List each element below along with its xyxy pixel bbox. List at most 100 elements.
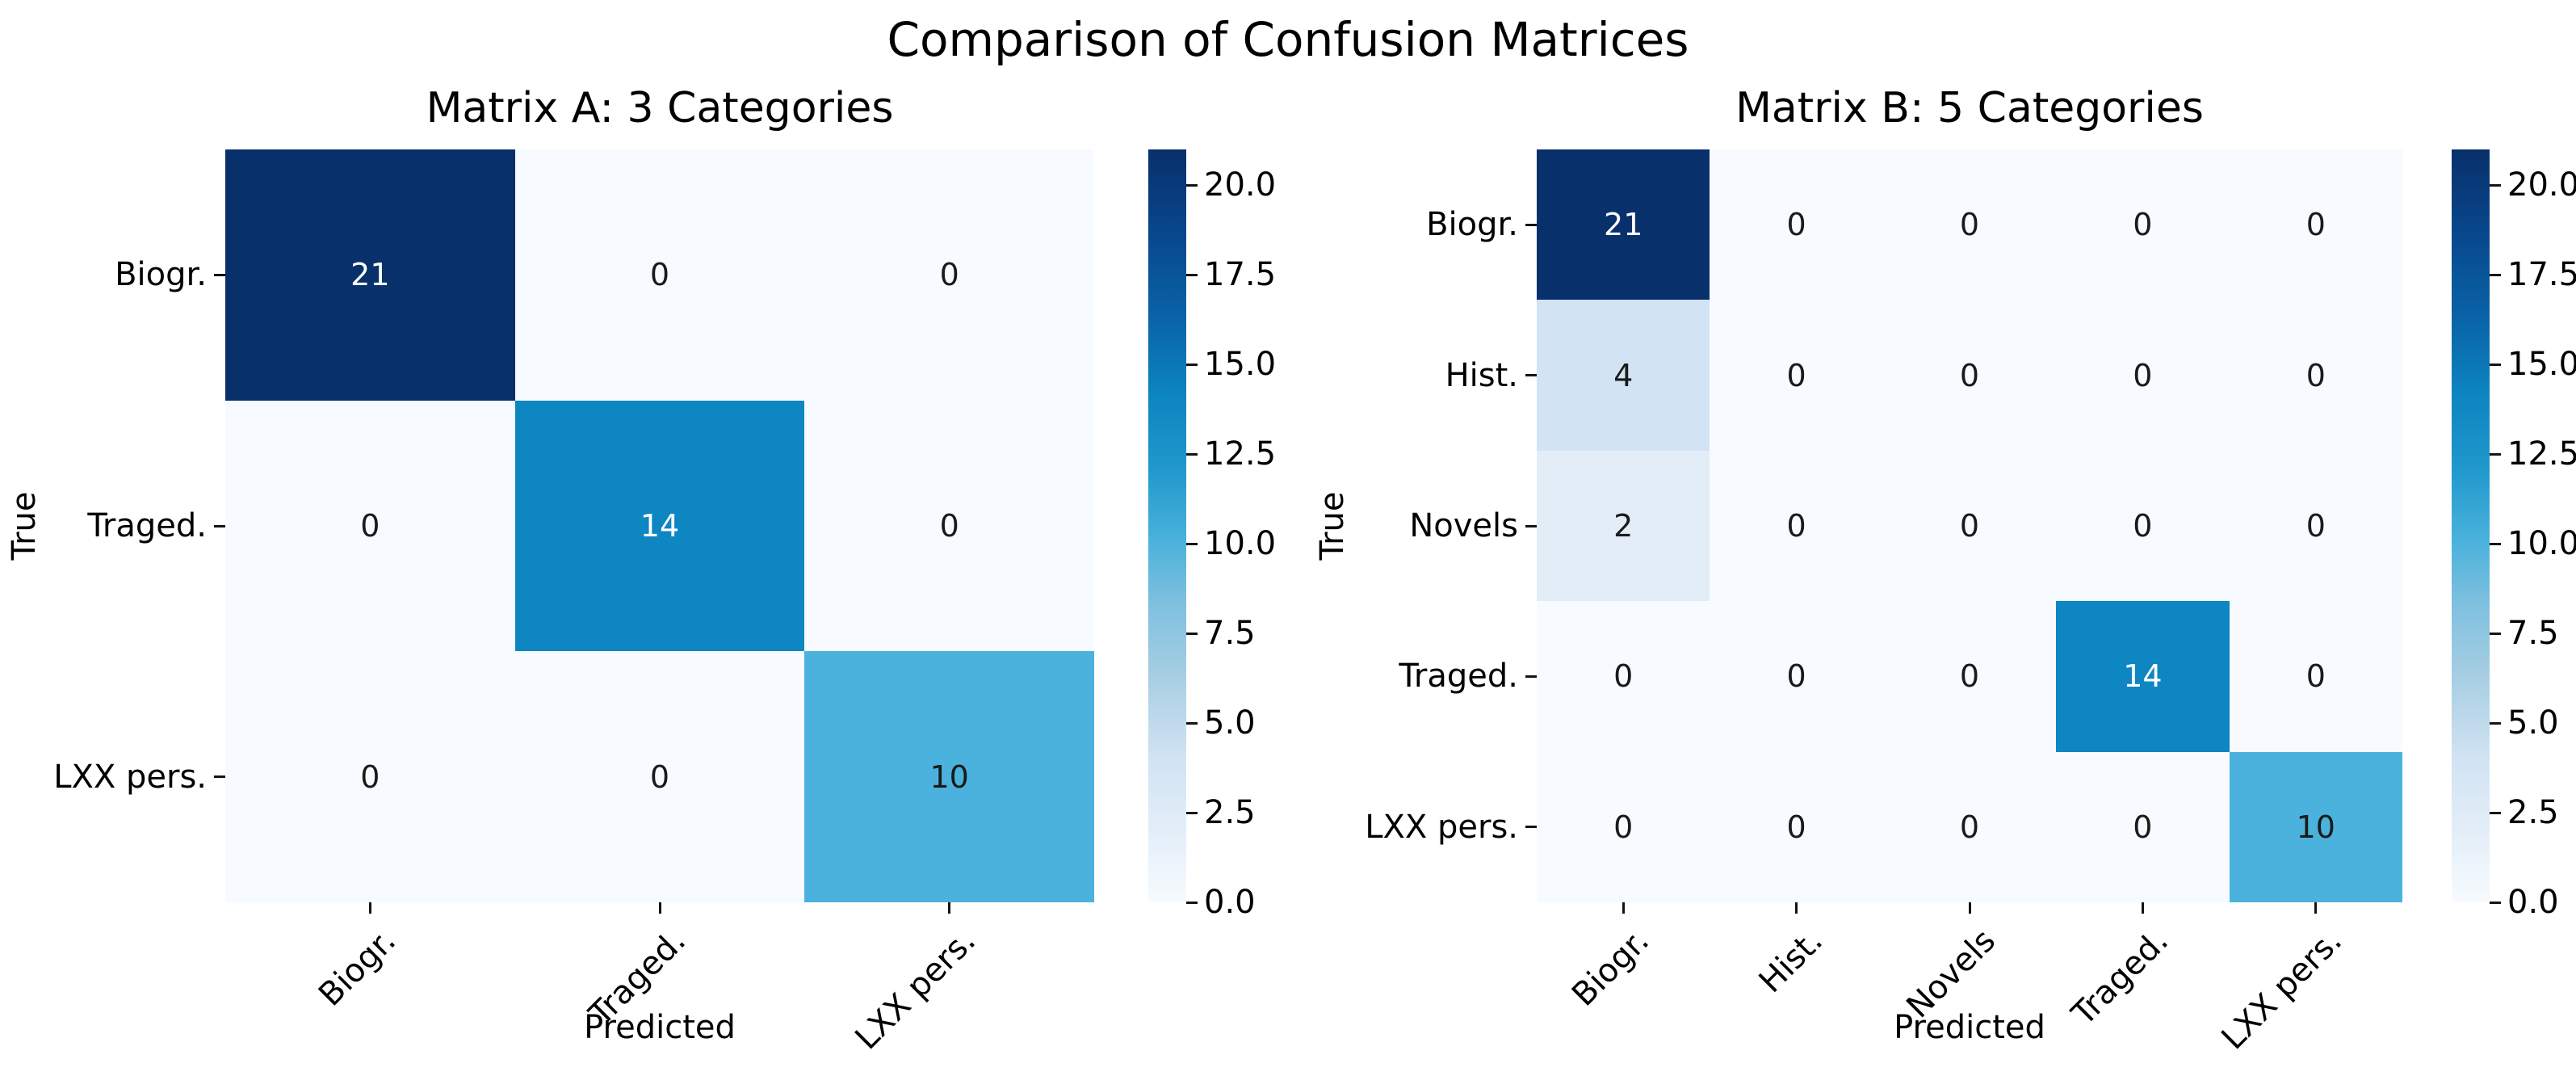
cell-value: 0 [2305,357,2326,393]
cell-value: 0 [1786,357,1806,393]
row-label: Hist. [1445,356,1518,394]
colorbar-tick [2490,901,2501,904]
cell-r2-c2: 10 [804,651,1094,902]
cell-value: 0 [1786,658,1806,695]
colorbar-tick-label: 20.0 [2507,166,2576,204]
cell-value: 0 [2305,658,2326,695]
y-axis-label: True [6,491,43,561]
row-label: Biogr. [115,256,207,294]
row-label: LXX pers. [1365,808,1518,846]
colorbar-tick-label: 15.0 [1204,346,1277,384]
cell-r0-c0: 21 [225,149,515,401]
cell-r2-c0: 0 [225,651,515,902]
x-axis-label: Predicted [584,1009,736,1046]
colorbar-tick [1186,721,1198,725]
colorbar-tick [1186,183,1198,187]
colorbar-tick [1186,452,1198,456]
col-label: Biogr. [1565,922,1657,1014]
x-tick [1968,902,1971,914]
y-tick [1525,675,1537,678]
colorbar-tick-label: 15.0 [2507,346,2576,384]
y-tick [1525,826,1537,829]
cell-value: 0 [1959,658,1980,695]
y-axis-label: True [1314,491,1351,561]
cell-r1-c2: 0 [804,400,1094,652]
colorbar-tick-label: 10.0 [1204,525,1277,563]
row-label: Biogr. [1426,206,1518,244]
colorbar [2452,149,2490,902]
colorbar-tick [2490,273,2501,276]
colorbar-tick-label: 2.5 [2507,794,2559,832]
cell-r4-c3: 0 [2056,751,2230,902]
cell-r4-c0: 0 [1537,751,1710,902]
cell-r4-c1: 0 [1710,751,1883,902]
cell-r0-c1: 0 [1710,149,1883,301]
cell-r1-c4: 0 [2229,300,2402,451]
colorbar-tick [1186,632,1198,635]
cell-r3-c1: 0 [1710,601,1883,752]
y-tick [1525,374,1537,377]
cell-value: 0 [2133,207,2153,243]
cell-value: 21 [350,257,390,293]
colorbar-tick-label: 12.5 [2507,435,2576,473]
colorbar-tick [2490,542,2501,545]
heatmap-grid: 21 0 0 0 0 4 0 0 0 0 2 0 0 0 0 0 0 0 14 0 0 0 0 0 10 [1537,149,2402,902]
x-tick [368,902,371,914]
row-label: Traged. [1399,658,1518,696]
cell-r4-c4: 10 [2229,751,2402,902]
figure-title: Comparison of Confusion Matrices [887,12,1689,67]
cell-value: 0 [1959,357,1980,393]
y-tick [214,775,225,779]
colorbar-tick [2490,363,2501,366]
cell-r1-c3: 0 [2056,300,2230,451]
cell-value: 0 [1786,809,1806,845]
cell-value: 0 [649,257,670,293]
y-tick [214,524,225,527]
colorbar-tick-label: 7.5 [1204,615,1256,653]
x-tick [1622,902,1625,914]
cell-value: 0 [1959,507,1980,544]
cell-value: 21 [1604,207,1643,243]
cell-value: 10 [2296,809,2335,845]
row-label: Traged. [87,507,207,544]
cell-value: 0 [939,507,959,544]
colorbar-tick-label: 20.0 [1204,166,1277,204]
subplot-title: Matrix B: 5 Categories [1735,84,2204,132]
x-tick [948,902,951,914]
cell-value: 10 [929,759,969,795]
colorbar-tick [2490,183,2501,187]
cell-r1-c0: 4 [1537,300,1710,451]
cell-r0-c3: 0 [2056,149,2230,301]
colorbar-tick-label: 0.0 [1204,884,1256,921]
colorbar-tick-label: 17.5 [2507,256,2576,294]
y-tick [214,273,225,276]
colorbar-tick [2490,452,2501,456]
cell-r2-c3: 0 [2056,450,2230,602]
cell-value: 4 [1613,357,1634,393]
y-tick [1525,524,1537,527]
cell-r1-c2: 0 [1882,300,2057,451]
cell-value: 0 [1959,207,1980,243]
cell-value: 0 [2305,207,2326,243]
colorbar-tick [1186,901,1198,904]
cell-r2-c4: 0 [2229,450,2402,602]
cell-value: 0 [2133,507,2153,544]
cell-r0-c2: 0 [804,149,1094,401]
x-tick [1795,902,1798,914]
x-axis-label: Predicted [1894,1009,2045,1046]
cell-value: 0 [939,257,959,293]
cell-value: 0 [2133,357,2153,393]
cell-r0-c0: 21 [1537,149,1710,301]
cell-r3-c0: 0 [1537,601,1710,752]
colorbar-tick [1186,273,1198,276]
cell-r3-c3: 14 [2056,601,2230,752]
colorbar-tick-label: 17.5 [1204,256,1277,294]
cell-value: 0 [360,759,380,795]
colorbar [1148,149,1186,902]
cell-value: 0 [1786,507,1806,544]
colorbar-tick [1186,811,1198,814]
x-tick [2141,902,2144,914]
cell-r2-c1: 0 [514,651,805,902]
colorbar-tick-label: 7.5 [2507,615,2559,653]
cell-value: 0 [1786,207,1806,243]
